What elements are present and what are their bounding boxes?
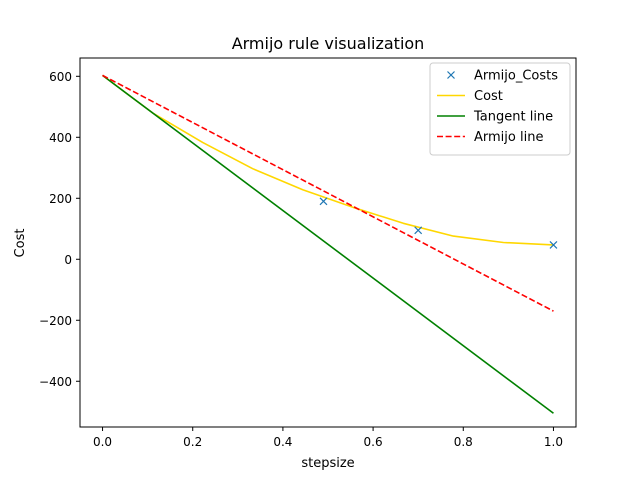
y-axis-ticks: −400 −200 0 200 400 600 bbox=[39, 70, 80, 389]
series-line-cost bbox=[102, 74, 554, 246]
marker-stroke bbox=[319, 197, 328, 206]
y-tick-label: 600 bbox=[49, 70, 72, 84]
legend-label-armijo-costs: Armijo_Costs bbox=[474, 69, 558, 84]
marker-armijo-costs bbox=[549, 241, 558, 249]
y-tick-label: −400 bbox=[39, 375, 72, 389]
x-tick-label: 0.8 bbox=[454, 435, 473, 449]
legend-label-tangent-line: Tangent line bbox=[473, 110, 553, 125]
marker-stroke bbox=[549, 241, 558, 249]
legend-marker-armijo-costs bbox=[447, 71, 455, 79]
y-tick-label: −200 bbox=[39, 314, 72, 328]
marker-armijo-costs bbox=[319, 197, 328, 206]
y-tick-label: 400 bbox=[49, 131, 72, 145]
legend-box bbox=[429, 62, 571, 156]
series-layer bbox=[102, 74, 558, 414]
marker-stroke bbox=[447, 71, 455, 79]
x-axis-ticks: 0.0 0.2 0.4 0.6 0.8 1.0 bbox=[93, 427, 563, 449]
axes-frame bbox=[79, 57, 577, 428]
x-tick-label: 0.4 bbox=[273, 435, 292, 449]
x-axis-label: stepsize bbox=[301, 456, 354, 471]
chart-title: Armijo rule visualization bbox=[232, 34, 425, 53]
x-tick-label: 1.0 bbox=[544, 435, 563, 449]
legend-label-cost: Cost bbox=[474, 89, 503, 104]
legend-label-armijo-line: Armijo line bbox=[474, 130, 543, 145]
x-tick-label: 0.0 bbox=[93, 435, 112, 449]
series-line-tangent-line bbox=[102, 74, 554, 414]
y-tick-label: 0 bbox=[64, 253, 72, 267]
y-tick-label: 200 bbox=[49, 192, 72, 206]
legend: Armijo_Costs Cost Tangent line Armijo line bbox=[429, 62, 571, 156]
x-tick-label: 0.2 bbox=[183, 435, 202, 449]
y-axis-label: Cost bbox=[13, 229, 28, 258]
marker-stroke bbox=[414, 226, 423, 235]
x-tick-label: 0.6 bbox=[364, 435, 383, 449]
plot-area bbox=[79, 57, 577, 428]
marker-armijo-costs bbox=[414, 226, 423, 235]
series-line-armijo-line bbox=[102, 74, 554, 312]
